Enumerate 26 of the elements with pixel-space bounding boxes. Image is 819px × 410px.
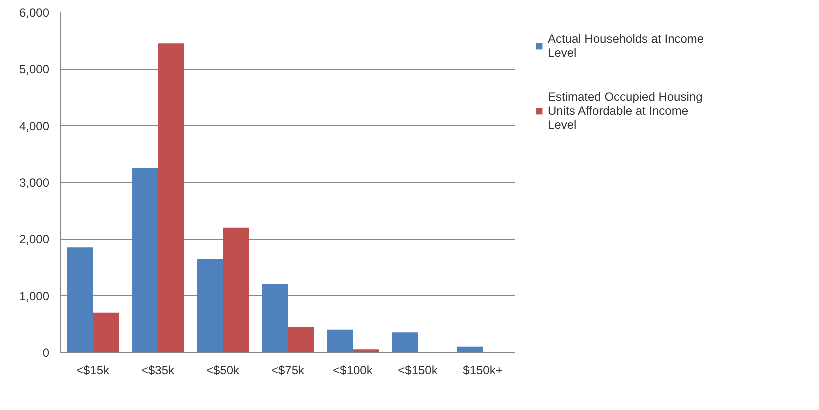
x-tick-label: <$50k: [206, 364, 241, 378]
x-tick-label: <$75k: [271, 364, 306, 378]
y-tick-label: 4,000: [19, 119, 50, 134]
x-tick-label: $150k+: [463, 364, 503, 378]
bar: [132, 168, 158, 352]
bar: [67, 248, 93, 352]
bar: [288, 327, 314, 352]
bar: [158, 44, 184, 352]
y-tick-label: 5,000: [19, 62, 50, 77]
bar: [223, 228, 249, 352]
bar: [327, 330, 353, 352]
bar: [93, 312, 119, 352]
bar: [262, 284, 288, 352]
y-tick-label: 0: [42, 346, 50, 360]
x-tick-label: <$150k: [398, 364, 439, 378]
y-tick-label: 3,000: [19, 176, 50, 190]
y-tick-label: 6,000: [19, 6, 50, 20]
y-tick-label: 2,000: [19, 232, 50, 247]
bar: [392, 332, 418, 352]
bar: [197, 259, 223, 352]
legend-label: Estimated Occupied Housing Units Affordable at Income Level: [548, 90, 703, 132]
legend-label: Actual Households at Income Level: [548, 32, 704, 60]
y-tick-label: 1,000: [19, 289, 50, 304]
x-tick-label: <$15k: [76, 364, 111, 378]
x-tick-label: <$35k: [141, 364, 176, 378]
x-tick-label: <$100k: [333, 364, 374, 378]
